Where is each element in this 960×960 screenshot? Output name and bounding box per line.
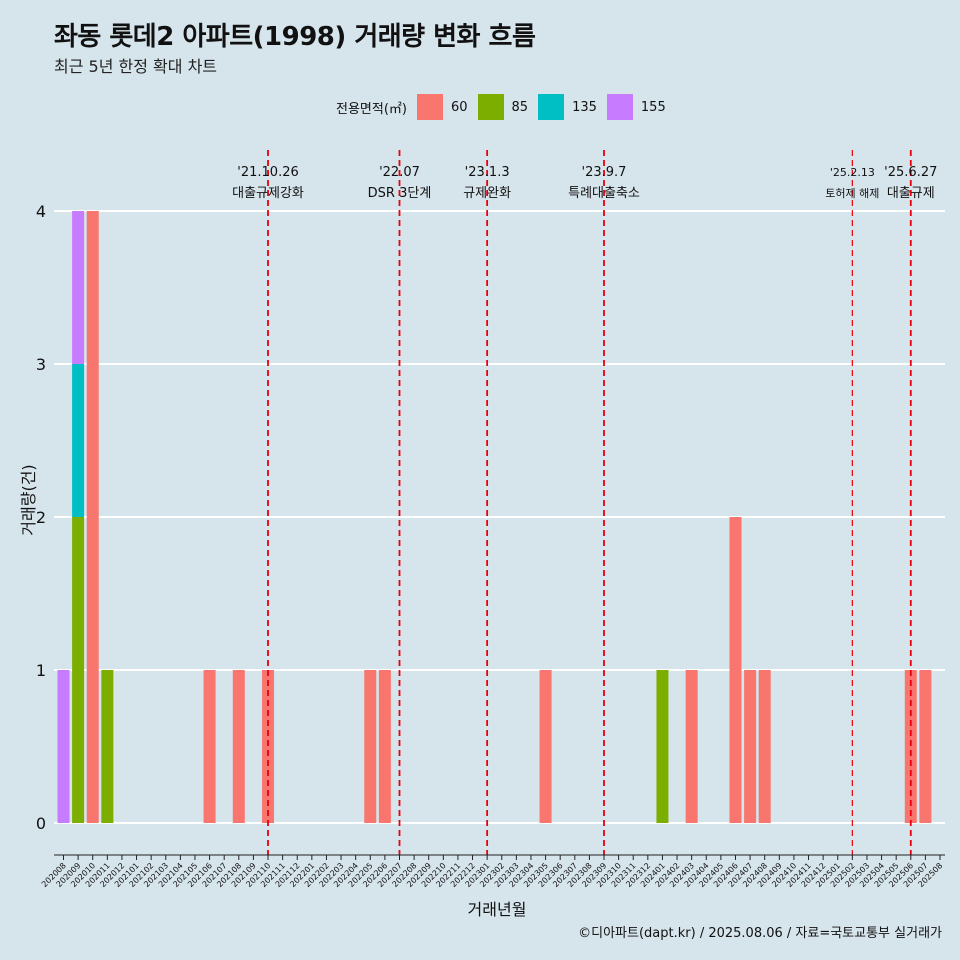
bar-202506-60 bbox=[904, 670, 917, 823]
annotation-date-1: '22.07 bbox=[379, 165, 420, 180]
legend-item-85: 85 bbox=[477, 94, 529, 120]
x-axis-title: 거래년월 bbox=[468, 900, 527, 919]
annotation-date-0: '21.10.26 bbox=[237, 165, 298, 180]
bar-202406-60 bbox=[729, 517, 742, 823]
annotation-label-5: 대출규제 bbox=[887, 186, 935, 201]
annotation-label-3: 특례대출축소 bbox=[568, 186, 640, 201]
legend-swatch-85 bbox=[477, 94, 504, 120]
bar-202009-85 bbox=[72, 517, 85, 823]
bar-202407-60 bbox=[744, 670, 757, 823]
bar-202205-60 bbox=[364, 670, 377, 823]
y-tick-label-1: 1 bbox=[36, 661, 46, 680]
bar-202401-85 bbox=[656, 670, 669, 823]
annotation-label-0: 대출규제강화 bbox=[232, 186, 304, 201]
y-axis-title: 거래량(건) bbox=[19, 464, 38, 535]
legend-item-60: 60 bbox=[416, 94, 468, 120]
annotation-date-3: '23.9.7 bbox=[582, 165, 627, 180]
legend: 전용면적(㎡) 60 85 135 155 bbox=[336, 93, 676, 121]
bar-202507-60 bbox=[919, 670, 932, 823]
bar-202108-60 bbox=[232, 670, 245, 823]
legend-swatch-155 bbox=[606, 94, 633, 120]
legend-label-85: 85 bbox=[511, 99, 529, 115]
bar-202011-85 bbox=[101, 670, 114, 823]
bar-202408-60 bbox=[758, 670, 771, 823]
legend-title: 전용면적(㎡) bbox=[336, 101, 407, 117]
bar-202009-155 bbox=[72, 211, 85, 364]
bar-202206-60 bbox=[378, 670, 391, 823]
bar-202305-60 bbox=[539, 670, 552, 823]
y-tick-label-4: 4 bbox=[36, 202, 46, 221]
caption: ©디아파트(dapt.kr) / 2025.08.06 / 자료=국토교통부 실… bbox=[578, 926, 942, 941]
y-tick-label-2: 2 bbox=[36, 508, 46, 527]
legend-swatch-60 bbox=[416, 94, 443, 120]
annotation-label-2: 규제완화 bbox=[463, 186, 511, 201]
bar-202009-135 bbox=[72, 364, 85, 517]
bar-202403-60 bbox=[685, 670, 698, 823]
annotation-label-1: DSR 3단계 bbox=[368, 186, 432, 201]
annotation-date-2: '23.1.3 bbox=[465, 165, 510, 180]
y-tick-label-3: 3 bbox=[36, 355, 46, 374]
bar-202106-60 bbox=[203, 670, 216, 823]
chart-subtitle: 최근 5년 한정 확대 차트 bbox=[54, 57, 218, 76]
bar-202008-155 bbox=[57, 670, 70, 823]
bar-202010-60 bbox=[86, 211, 99, 823]
annotation-date-5: '25.6.27 bbox=[884, 165, 937, 180]
legend-item-135: 135 bbox=[538, 94, 597, 120]
annotation-label-4: 토허제 해제 bbox=[825, 186, 879, 200]
y-tick-label-0: 0 bbox=[36, 814, 46, 833]
chart-title: 좌동 롯데2 아파트(1998) 거래량 변화 흐름 bbox=[54, 22, 536, 52]
bar-202110-60 bbox=[262, 670, 275, 823]
legend-label-155: 155 bbox=[640, 99, 666, 115]
legend-item-155: 155 bbox=[606, 94, 666, 120]
annotation-date-4: '25.2.13 bbox=[830, 166, 875, 179]
legend-swatch-135 bbox=[538, 94, 565, 120]
legend-label-135: 135 bbox=[572, 99, 597, 115]
legend-label-60: 60 bbox=[450, 99, 468, 115]
